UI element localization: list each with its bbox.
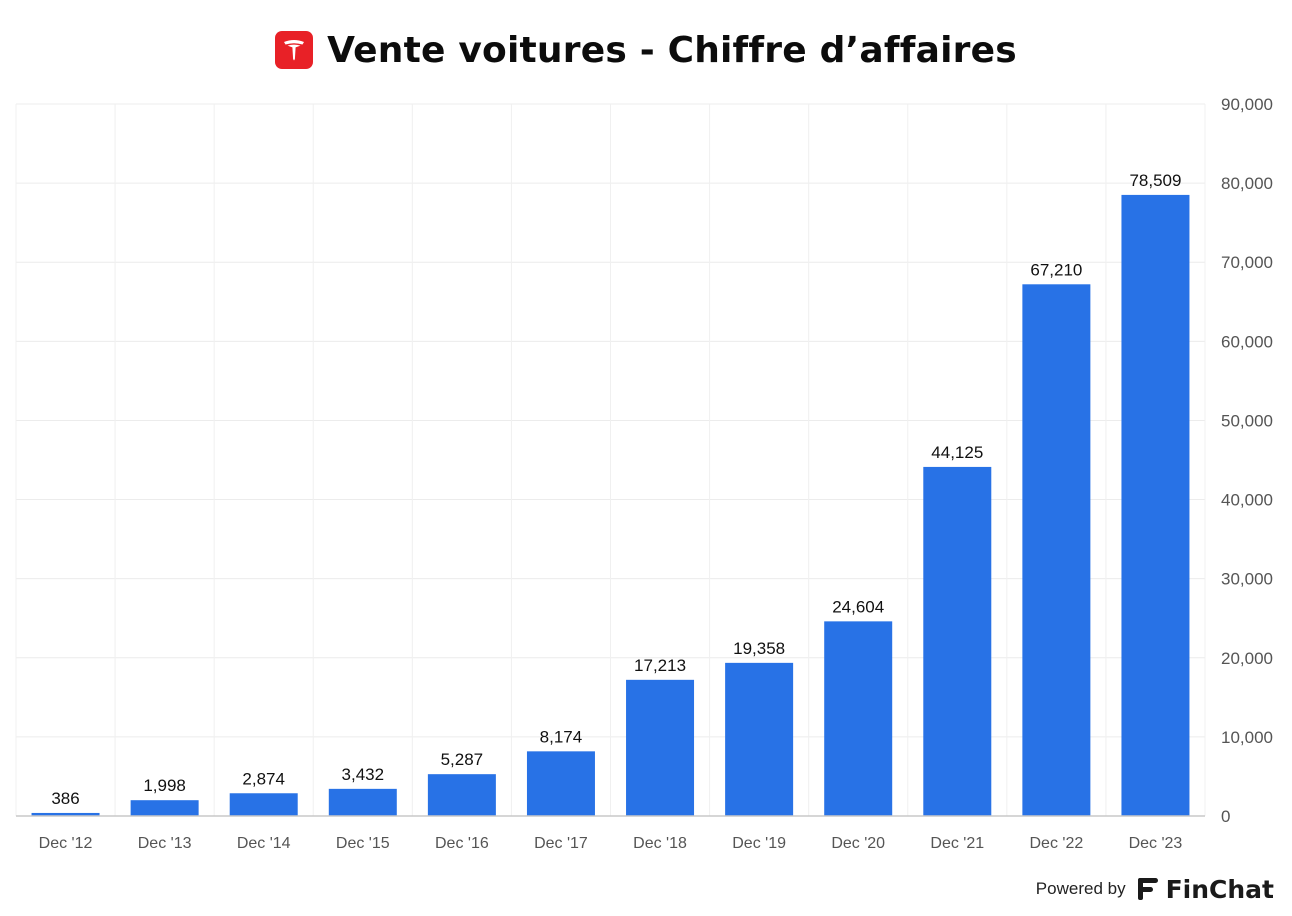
chart-header: Vente voitures - Chiffre d’affaires — [0, 26, 1292, 74]
data-label: 19,358 — [733, 639, 785, 658]
x-tick-label: Dec '22 — [1030, 835, 1084, 852]
tesla-logo-icon — [275, 31, 314, 69]
x-tick-label: Dec '16 — [435, 835, 489, 852]
bar — [1121, 194, 1190, 817]
x-tick-label: Dec '13 — [138, 835, 192, 852]
data-label: 3,432 — [342, 765, 385, 784]
data-label: 44,125 — [931, 443, 983, 462]
y-tick-label: 70,000 — [1221, 253, 1273, 272]
x-tick-label: Dec '20 — [831, 835, 885, 852]
x-tick-label: Dec '15 — [336, 835, 390, 852]
footer: Powered by FinChat — [1036, 874, 1274, 904]
bar — [824, 621, 893, 816]
y-tick-label: 60,000 — [1221, 332, 1273, 351]
data-label: 386 — [51, 789, 79, 808]
finchat-brand-label: FinChat — [1165, 874, 1274, 904]
powered-by-label: Powered by — [1035, 879, 1126, 898]
data-label: 8,174 — [540, 727, 583, 746]
data-label: 78,509 — [1129, 171, 1181, 190]
x-tick-label: Dec '19 — [732, 835, 786, 852]
bar — [328, 788, 397, 816]
bar — [725, 662, 794, 816]
data-label: 17,213 — [634, 656, 686, 675]
y-tick-label: 50,000 — [1221, 411, 1273, 430]
x-tick-label: Dec '18 — [633, 835, 687, 852]
x-tick-label: Dec '12 — [39, 835, 93, 852]
bar — [626, 679, 695, 816]
chart-title: Vente voitures - Chiffre d’affaires — [327, 29, 1017, 71]
x-tick-label: Dec '21 — [930, 835, 984, 852]
y-tick-label: 40,000 — [1221, 491, 1273, 510]
bar — [130, 800, 199, 816]
x-tick-label: Dec '17 — [534, 835, 588, 852]
data-label: 2,874 — [242, 769, 285, 788]
x-tick-label: Dec '23 — [1129, 835, 1183, 852]
y-tick-label: 10,000 — [1221, 728, 1273, 747]
bar — [229, 793, 298, 816]
data-label: 1,998 — [143, 776, 186, 795]
bar — [923, 466, 992, 816]
data-label: 24,604 — [832, 597, 884, 616]
bar — [1022, 284, 1091, 817]
finchat-brand: FinChat — [1136, 875, 1274, 904]
finchat-logo-icon — [1137, 878, 1158, 900]
y-tick-label: 20,000 — [1221, 649, 1273, 668]
data-label: 67,210 — [1030, 260, 1082, 279]
bar — [526, 751, 595, 816]
y-tick-label: 90,000 — [1221, 95, 1273, 114]
y-tick-label: 30,000 — [1221, 570, 1273, 589]
data-label: 5,287 — [441, 750, 484, 769]
y-tick-label: 80,000 — [1221, 174, 1273, 193]
bar — [31, 812, 100, 816]
y-tick-label: 0 — [1221, 807, 1230, 826]
x-tick-label: Dec '14 — [237, 835, 291, 852]
bar — [427, 774, 496, 816]
